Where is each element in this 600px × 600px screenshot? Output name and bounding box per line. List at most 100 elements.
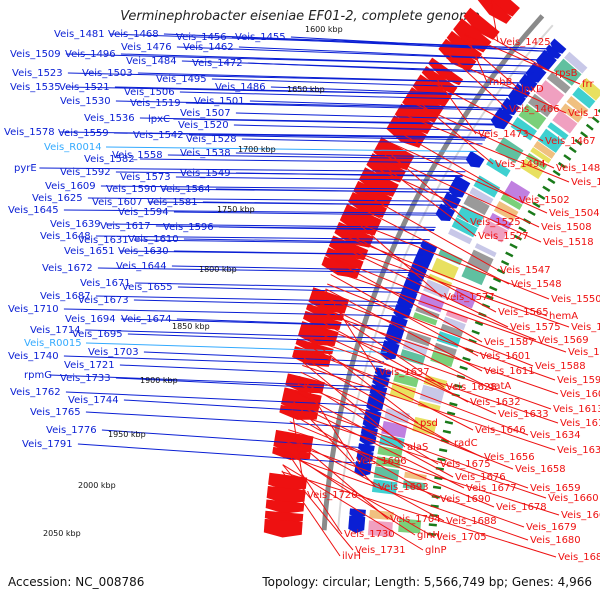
accession-text: Accession: NC_008786 [8,575,145,589]
leader-line [299,375,355,462]
label-leader-lines [39,1,581,558]
leader-line [127,333,390,344]
tick-mark [527,209,536,217]
leader-line [490,1,499,43]
leader-line [163,33,554,50]
rna-gene-label: Veis_R0014 [44,142,102,153]
reverse-gene-label: Veis_1730 [344,529,395,540]
reverse-gene-label: rpsB [555,68,578,79]
forward-gene-label: Veis_1607 [92,197,143,208]
leader-line [336,258,537,341]
tick-mark [492,277,502,283]
reverse-gene-label: Veis_1632 [470,397,521,408]
forward-gene-label: Veis_1486 [215,82,266,93]
cog-category-block [373,466,400,481]
tick-mark [557,161,566,169]
reverse-strand-cds [268,472,308,491]
leader-line [320,302,487,387]
leader-line [137,72,526,84]
kbp-tick-label: 1750 kbp [217,205,255,214]
leader-line [293,402,529,489]
reverse-gene-label: Veis_1656 [484,452,535,463]
cog-category-block [489,212,512,230]
tick-mark [568,146,577,154]
reverse-gene-label: Veis_1676 [455,472,506,483]
leader-line [313,324,552,410]
forward-gene-label: Veis_1462 [183,42,234,53]
leader-line [97,267,416,274]
forward-strand-cds [372,374,390,388]
forward-strand-cds [508,89,527,106]
reverse-gene-label: Veis_1597 [557,375,600,386]
cog-category-block [398,518,422,534]
leader-line [284,448,343,535]
leader-line [77,443,362,464]
tick-mark [500,260,510,266]
cog-category-block [423,279,450,300]
reverse-gene-label: Veis_1633 [498,409,549,420]
reverse-gene-label: hemA [549,311,578,322]
leader-line [384,155,540,228]
kbp-tick-label: 1900 kbp [140,376,178,385]
reverse-gene-label: Veis_1637 [379,367,430,378]
cog-category-block [500,193,523,210]
cog-category-block [519,158,544,180]
forward-gene-label: Veis_1744 [68,395,119,406]
leader-line [322,296,556,381]
forward-gene-label: Veis_1495 [156,74,207,85]
reverse-strand-cds [489,0,520,17]
forward-gene-label: Veis_1740 [8,351,59,362]
reverse-strand-cds [421,65,458,94]
forward-gene-label: Veis_1687 [40,291,91,302]
forward-gene-label: lpxC [148,114,170,125]
leader-line [315,318,469,403]
reverse-gene-label: Veis_1628 [446,382,497,393]
leader-line [105,223,436,228]
leader-line [85,411,369,429]
reverse-gene-label: glnP [425,545,447,556]
tick-mark [428,523,437,527]
forward-gene-label: Veis_1791 [22,439,73,450]
tick-mark [537,193,546,200]
tick-mark [444,420,454,425]
leader-line [302,362,406,448]
tick-mark [468,338,477,344]
leader-line [286,435,445,522]
cog-category-block [572,87,596,109]
forward-gene-label: Veis_1648 [40,231,91,242]
reverse-gene-label: Veis_1467 [545,136,596,147]
leader-line [63,209,443,214]
leader-line [235,152,475,158]
reverse-gene-label: Veis_1634 [530,430,581,441]
leader-line [115,100,507,109]
forward-gene-label: Veis_1506 [124,87,175,98]
forward-gene-label: Veis_1578 [4,127,55,138]
forward-strand-cds [348,515,366,534]
leader-line [95,235,430,241]
leader-line [353,218,443,298]
leader-line [291,409,306,496]
reverse-strand-cds [281,387,322,412]
forward-gene-label: Veis_1542 [133,130,184,141]
reverse-gene-label: Veis_1678 [496,502,547,513]
cog-category-block [469,187,494,205]
reverse-gene-label: Veis_1547 [500,265,551,276]
reverse-gene-label: psd [420,418,438,429]
cog-category-block [430,349,455,368]
tick-mark [432,485,442,490]
leader-line [306,350,529,436]
forward-strand-cds [535,49,557,71]
tick-mark [574,138,583,146]
leader-line [407,115,570,183]
reverse-gene-label: glnH [417,530,440,541]
leader-line [311,329,497,415]
forward-gene-label: Veis_1721 [64,360,115,371]
forward-gene-label: Veis_1468 [108,29,159,40]
leader-line [39,167,466,173]
forward-gene-label: Veis_1507 [180,108,231,119]
forward-gene-label: Veis_1535 [10,82,61,93]
leader-line [446,57,567,114]
leader-line [123,399,371,416]
leader-line [173,250,423,256]
forward-gene-label: Veis_1558 [112,150,163,161]
